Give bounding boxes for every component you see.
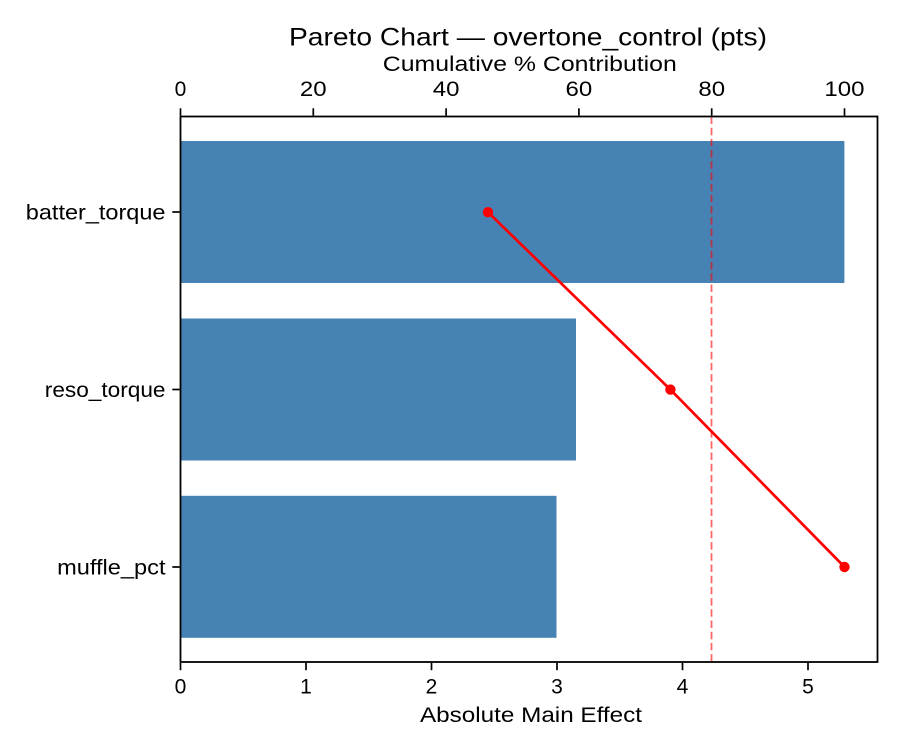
svg-text:0: 0 xyxy=(175,676,187,699)
svg-text:Pareto Chart — overtone_contro: Pareto Chart — overtone_control (pts) xyxy=(289,23,767,51)
svg-text:80: 80 xyxy=(698,78,725,101)
svg-text:muffle_pct: muffle_pct xyxy=(57,557,166,580)
svg-text:0: 0 xyxy=(175,78,187,101)
svg-text:4: 4 xyxy=(677,676,689,699)
svg-text:1: 1 xyxy=(300,676,312,699)
svg-text:5: 5 xyxy=(802,676,814,699)
svg-text:batter_torque: batter_torque xyxy=(26,202,166,225)
svg-text:3: 3 xyxy=(551,676,563,699)
svg-text:Cumulative % Contribution: Cumulative % Contribution xyxy=(383,53,677,76)
svg-text:100: 100 xyxy=(824,78,864,101)
svg-text:40: 40 xyxy=(433,78,460,101)
svg-text:2: 2 xyxy=(426,676,438,699)
svg-text:60: 60 xyxy=(566,78,593,101)
svg-text:20: 20 xyxy=(300,78,327,101)
svg-text:reso_torque: reso_torque xyxy=(45,379,166,402)
svg-text:Absolute Main Effect: Absolute Main Effect xyxy=(420,704,642,727)
